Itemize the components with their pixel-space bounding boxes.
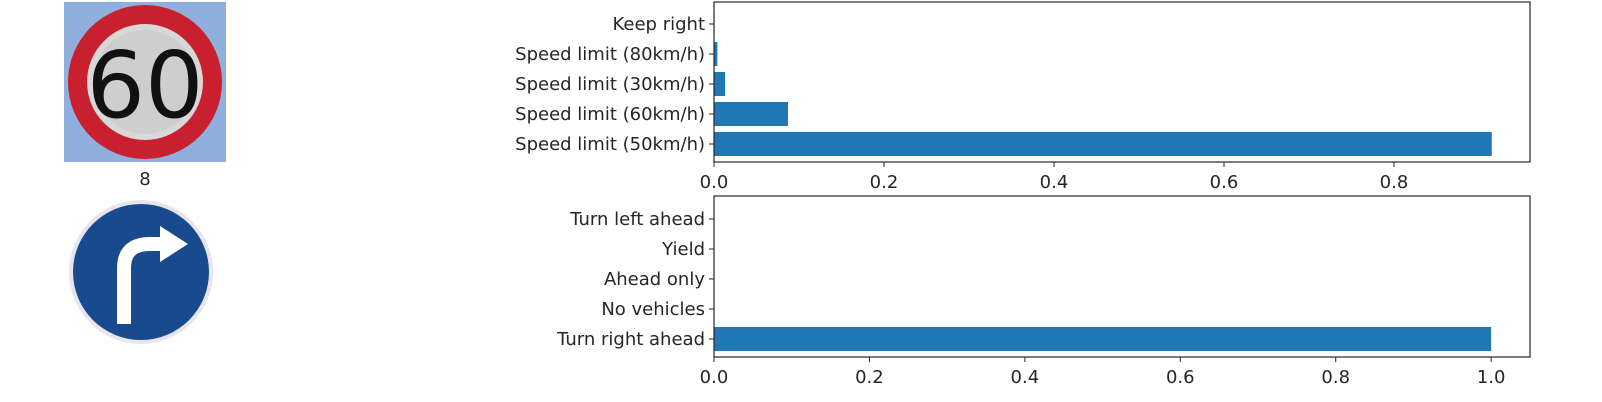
- sign-image-1: 60: [64, 2, 226, 162]
- category-label: Ahead only: [604, 269, 705, 290]
- bar-4: [714, 42, 718, 66]
- x-tick-label: 0.6: [1210, 172, 1239, 193]
- x-tick-label: 0.0: [700, 172, 729, 193]
- category-label: Speed limit (50km/h): [515, 134, 705, 155]
- category-label: Yield: [661, 239, 705, 260]
- turn-right-ahead-sign-icon: [69, 200, 213, 344]
- category-label: Speed limit (60km/h): [515, 104, 705, 125]
- sign-number: 60: [86, 32, 203, 139]
- x-tick-label: 0.8: [1380, 172, 1409, 193]
- x-tick-label: 0.2: [870, 172, 899, 193]
- axes-frame: [713, 1, 1531, 163]
- x-tick-label: 1.0: [1477, 367, 1506, 388]
- x-tick-label: 0.4: [1040, 172, 1069, 193]
- category-label: Keep right: [613, 14, 706, 35]
- bar-1: [714, 327, 1492, 351]
- bar-3: [714, 72, 726, 96]
- x-tick-label: 0.8: [1321, 367, 1350, 388]
- sign-caption-2: 8: [139, 169, 150, 190]
- x-tick-label: 0.0: [700, 367, 729, 388]
- x-tick-label: 0.4: [1011, 367, 1040, 388]
- axes-frame: [713, 195, 1531, 358]
- category-label: Turn right ahead: [556, 329, 705, 350]
- sign-image-2: [69, 200, 213, 344]
- probability-chart-2: Turn right ahead No vehicles Ahead only Yie…: [556, 195, 1531, 388]
- probability-chart-1: Speed limit (50km/h) Speed limit (60km/h)…: [515, 1, 1531, 193]
- category-label: No vehicles: [601, 299, 705, 320]
- category-label: Speed limit (30km/h): [515, 74, 705, 95]
- bar-1: [714, 132, 1492, 156]
- bar-2: [714, 102, 788, 126]
- category-label: Turn left ahead: [569, 209, 705, 230]
- category-label: Speed limit (80km/h): [515, 44, 705, 65]
- x-tick-label: 0.6: [1166, 367, 1195, 388]
- x-tick-label: 0.2: [855, 367, 884, 388]
- speed-limit-60-sign-icon: 60: [68, 5, 222, 159]
